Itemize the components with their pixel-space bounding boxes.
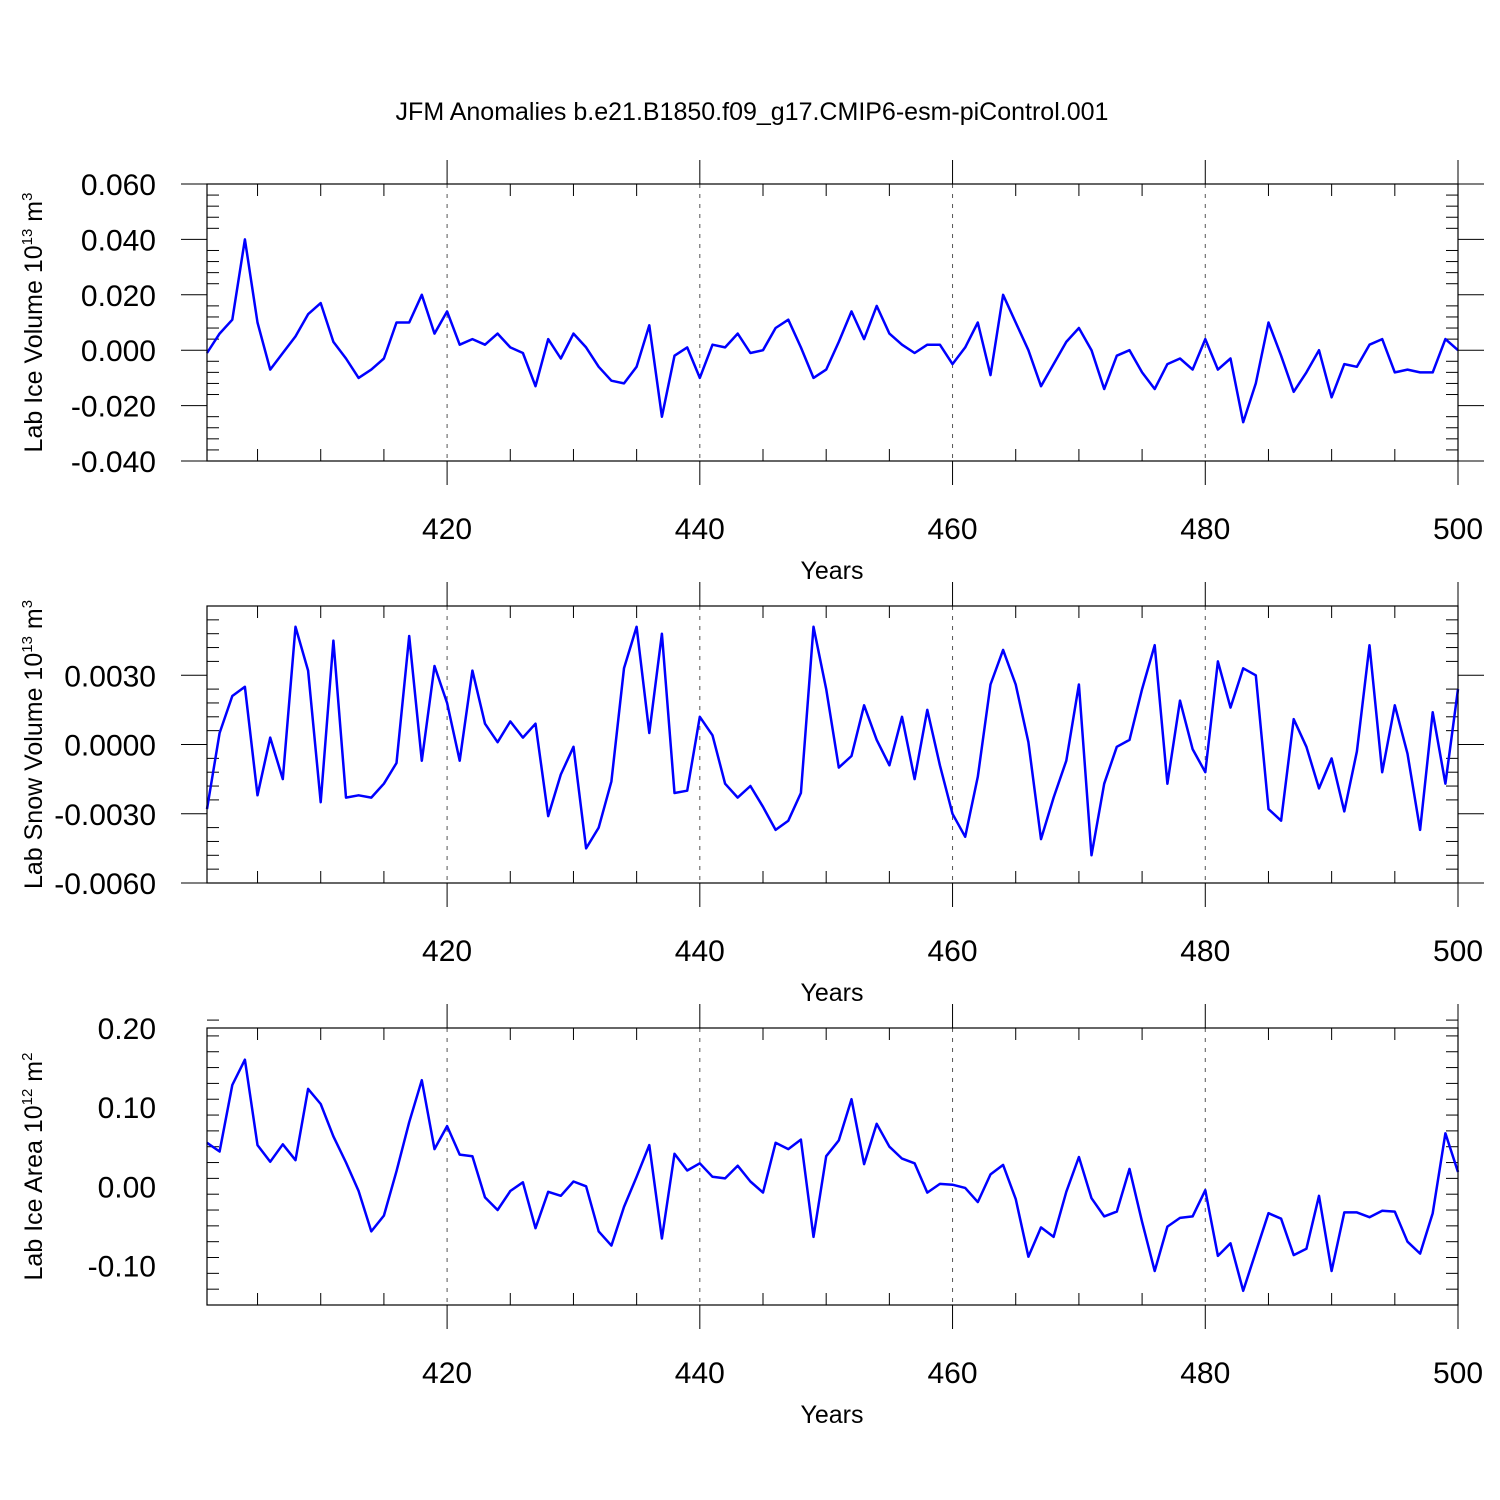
chart-0-xtick-label: 420 (422, 513, 472, 546)
chart-2-xtick-label: 420 (422, 1357, 472, 1390)
figure-title: JFM Anomalies b.e21.B1850.f09_g17.CMIP6-… (396, 98, 1109, 126)
panel-lab-ice-volume: -0.040 -0.020 0.000 0.020 0.040 0.060 420 440 46… (19, 160, 1484, 585)
chart-2-xtick-label: 500 (1433, 1357, 1483, 1390)
chart-0-ytick-label: 0.040 (81, 224, 156, 257)
chart-0-ytick-label: -0.020 (71, 391, 156, 424)
chart-0-series-line (205, 238, 1459, 424)
chart-1-ylabel: Lab Snow Volume 1013 m3 (19, 600, 48, 889)
chart-2-xtick-label: 440 (675, 1357, 725, 1390)
chart-1-xtick-label: 500 (1433, 935, 1483, 968)
chart-0-xlabel: Years (800, 557, 863, 585)
chart-0-ylabel: Lab Ice Volume 1013 m3 (19, 193, 48, 453)
chart-2-ytick-label: 0.20 (98, 1013, 156, 1046)
chart-2-ytick-label: 0.00 (98, 1171, 156, 1204)
chart-2-xlabel: Years (800, 1401, 863, 1429)
chart-1-xtick-label: 420 (422, 935, 472, 968)
chart-1-series-line (205, 625, 1460, 857)
chart-1-xtick-label: 440 (675, 935, 725, 968)
chart-0-xtick-label: 480 (1180, 513, 1230, 546)
chart-0-xtick-label: 460 (928, 513, 978, 546)
chart-1-ytick-label: -0.0030 (54, 799, 156, 832)
chart-2-xtick-label: 460 (928, 1357, 978, 1390)
chart-0-ytick-label: 0.060 (81, 169, 156, 202)
chart-0-xtick-label: 500 (1433, 513, 1483, 546)
chart-2-xtick-label: 480 (1180, 1357, 1230, 1390)
chart-1-xtick-label: 460 (928, 935, 978, 968)
panel-lab-snow-volume: -0.0060 -0.0030 0.0000 0.0030 420 440 460 480 50… (19, 582, 1484, 1007)
chart-2-plot-frame (206, 1027, 1459, 1306)
chart-1-ytick-label: -0.0060 (54, 868, 156, 901)
chart-1-ytick-label: 0.0030 (64, 660, 156, 693)
chart-0-xtick-label: 440 (675, 513, 725, 546)
chart-1-ytick-label: 0.0000 (64, 730, 156, 763)
panel-lab-ice-area: -0.10 0.00 0.10 0.20 420 440 460 480 500 Years Lab… (19, 1004, 1483, 1429)
chart-2-ytick-label: 0.10 (98, 1092, 156, 1125)
chart-0-plot-frame (206, 183, 1459, 462)
chart-2-ylabel: Lab Ice Area 1012 m2 (19, 1053, 48, 1281)
chart-0-ytick-label: -0.040 (71, 446, 156, 479)
chart-1-plot-frame (206, 605, 1459, 884)
chart-2-ytick-label: -0.10 (88, 1250, 156, 1283)
chart-2-series-line (206, 1058, 1460, 1293)
chart-0-ytick-label: 0.020 (81, 280, 156, 313)
chart-1-xlabel: Years (800, 979, 863, 1007)
chart-0-ytick-label: 0.000 (81, 335, 156, 368)
chart-1-xtick-label: 480 (1180, 935, 1230, 968)
